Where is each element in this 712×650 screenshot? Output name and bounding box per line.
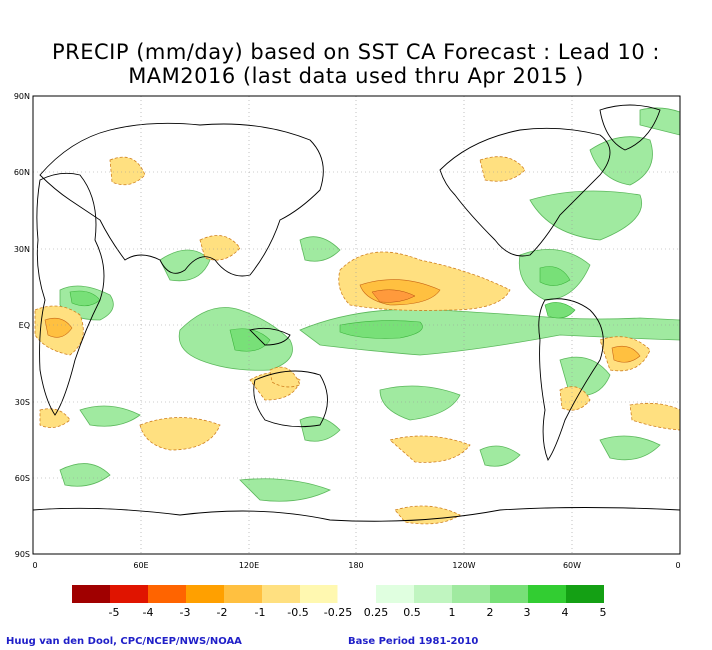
legend-labels: -5 -4 -3 -2 -1 -0.5 -0.25 0.25 0.5 1 2 3… [109,606,607,619]
legend-color-box [490,585,528,603]
very-dry-anomaly-regions [371,289,416,303]
legend-break-label: -5 [109,606,120,619]
legend-color-box [224,585,262,603]
legend-break-label: 3 [524,606,531,619]
map-frame [32,95,681,555]
chart-title-line1: PRECIP (mm/day) based on SST CA Forecast… [51,40,661,64]
legend-color-box [72,585,110,603]
legend-break-label: -2 [217,606,228,619]
lon-label: 0 [32,561,37,570]
lon-label: 60E [133,561,148,570]
wet-anomaly-regions [59,107,680,502]
lon-label: 120E [239,561,259,570]
legend-color-box [528,585,566,603]
dry-anomaly-regions [34,156,680,525]
lat-label: 60S [15,474,30,483]
lon-label: 180 [348,561,363,570]
latitude-labels: 90N 60N 30N EQ 30S 60S 90S [14,92,30,559]
legend-color-box [186,585,224,603]
legend-color-box [148,585,186,603]
lat-label: 60N [14,168,30,177]
legend-break-label: -3 [180,606,191,619]
lon-label: 120W [452,561,475,570]
lat-label: EQ [19,321,30,330]
legend-break-label: 0.25 [364,606,389,619]
longitude-labels: 0 60E 120E 180 120W 60W 0 [32,561,680,570]
legend-color-box [337,584,377,604]
color-legend [72,584,604,604]
legend-break-label: 5 [600,606,607,619]
legend-color-box [376,585,414,603]
coastlines [33,104,680,522]
legend-color-box [262,585,300,603]
credit-text: Huug van den Dool, CPC/NCEP/NWS/NOAA [6,636,242,647]
legend-break-label: -4 [143,606,154,619]
legend-break-label: 2 [487,606,494,619]
legend-break-label: -1 [255,606,266,619]
lat-label: 90N [14,92,30,101]
legend-color-box [300,585,338,603]
precip-anomaly-shading [33,104,680,525]
legend-break-label: 4 [562,606,569,619]
legend-break-label: 1 [449,606,456,619]
lat-label: 90S [15,550,30,559]
legend-break-label: -0.25 [324,606,352,619]
lon-label: 0 [675,561,680,570]
graticule [33,96,680,554]
legend-color-box [110,585,148,603]
lon-label: 60W [563,561,581,570]
legend-break-label: -0.5 [287,606,308,619]
base-period-text: Base Period 1981-2010 [348,636,479,647]
legend-color-box [566,585,604,603]
chart-title-line2: MAM2016 (last data used thru Apr 2015 ) [128,64,584,88]
legend-color-box [414,585,452,603]
legend-break-label: 0.5 [403,606,421,619]
lat-label: 30S [15,398,30,407]
legend-color-box [452,585,490,603]
lat-label: 30N [14,245,30,254]
